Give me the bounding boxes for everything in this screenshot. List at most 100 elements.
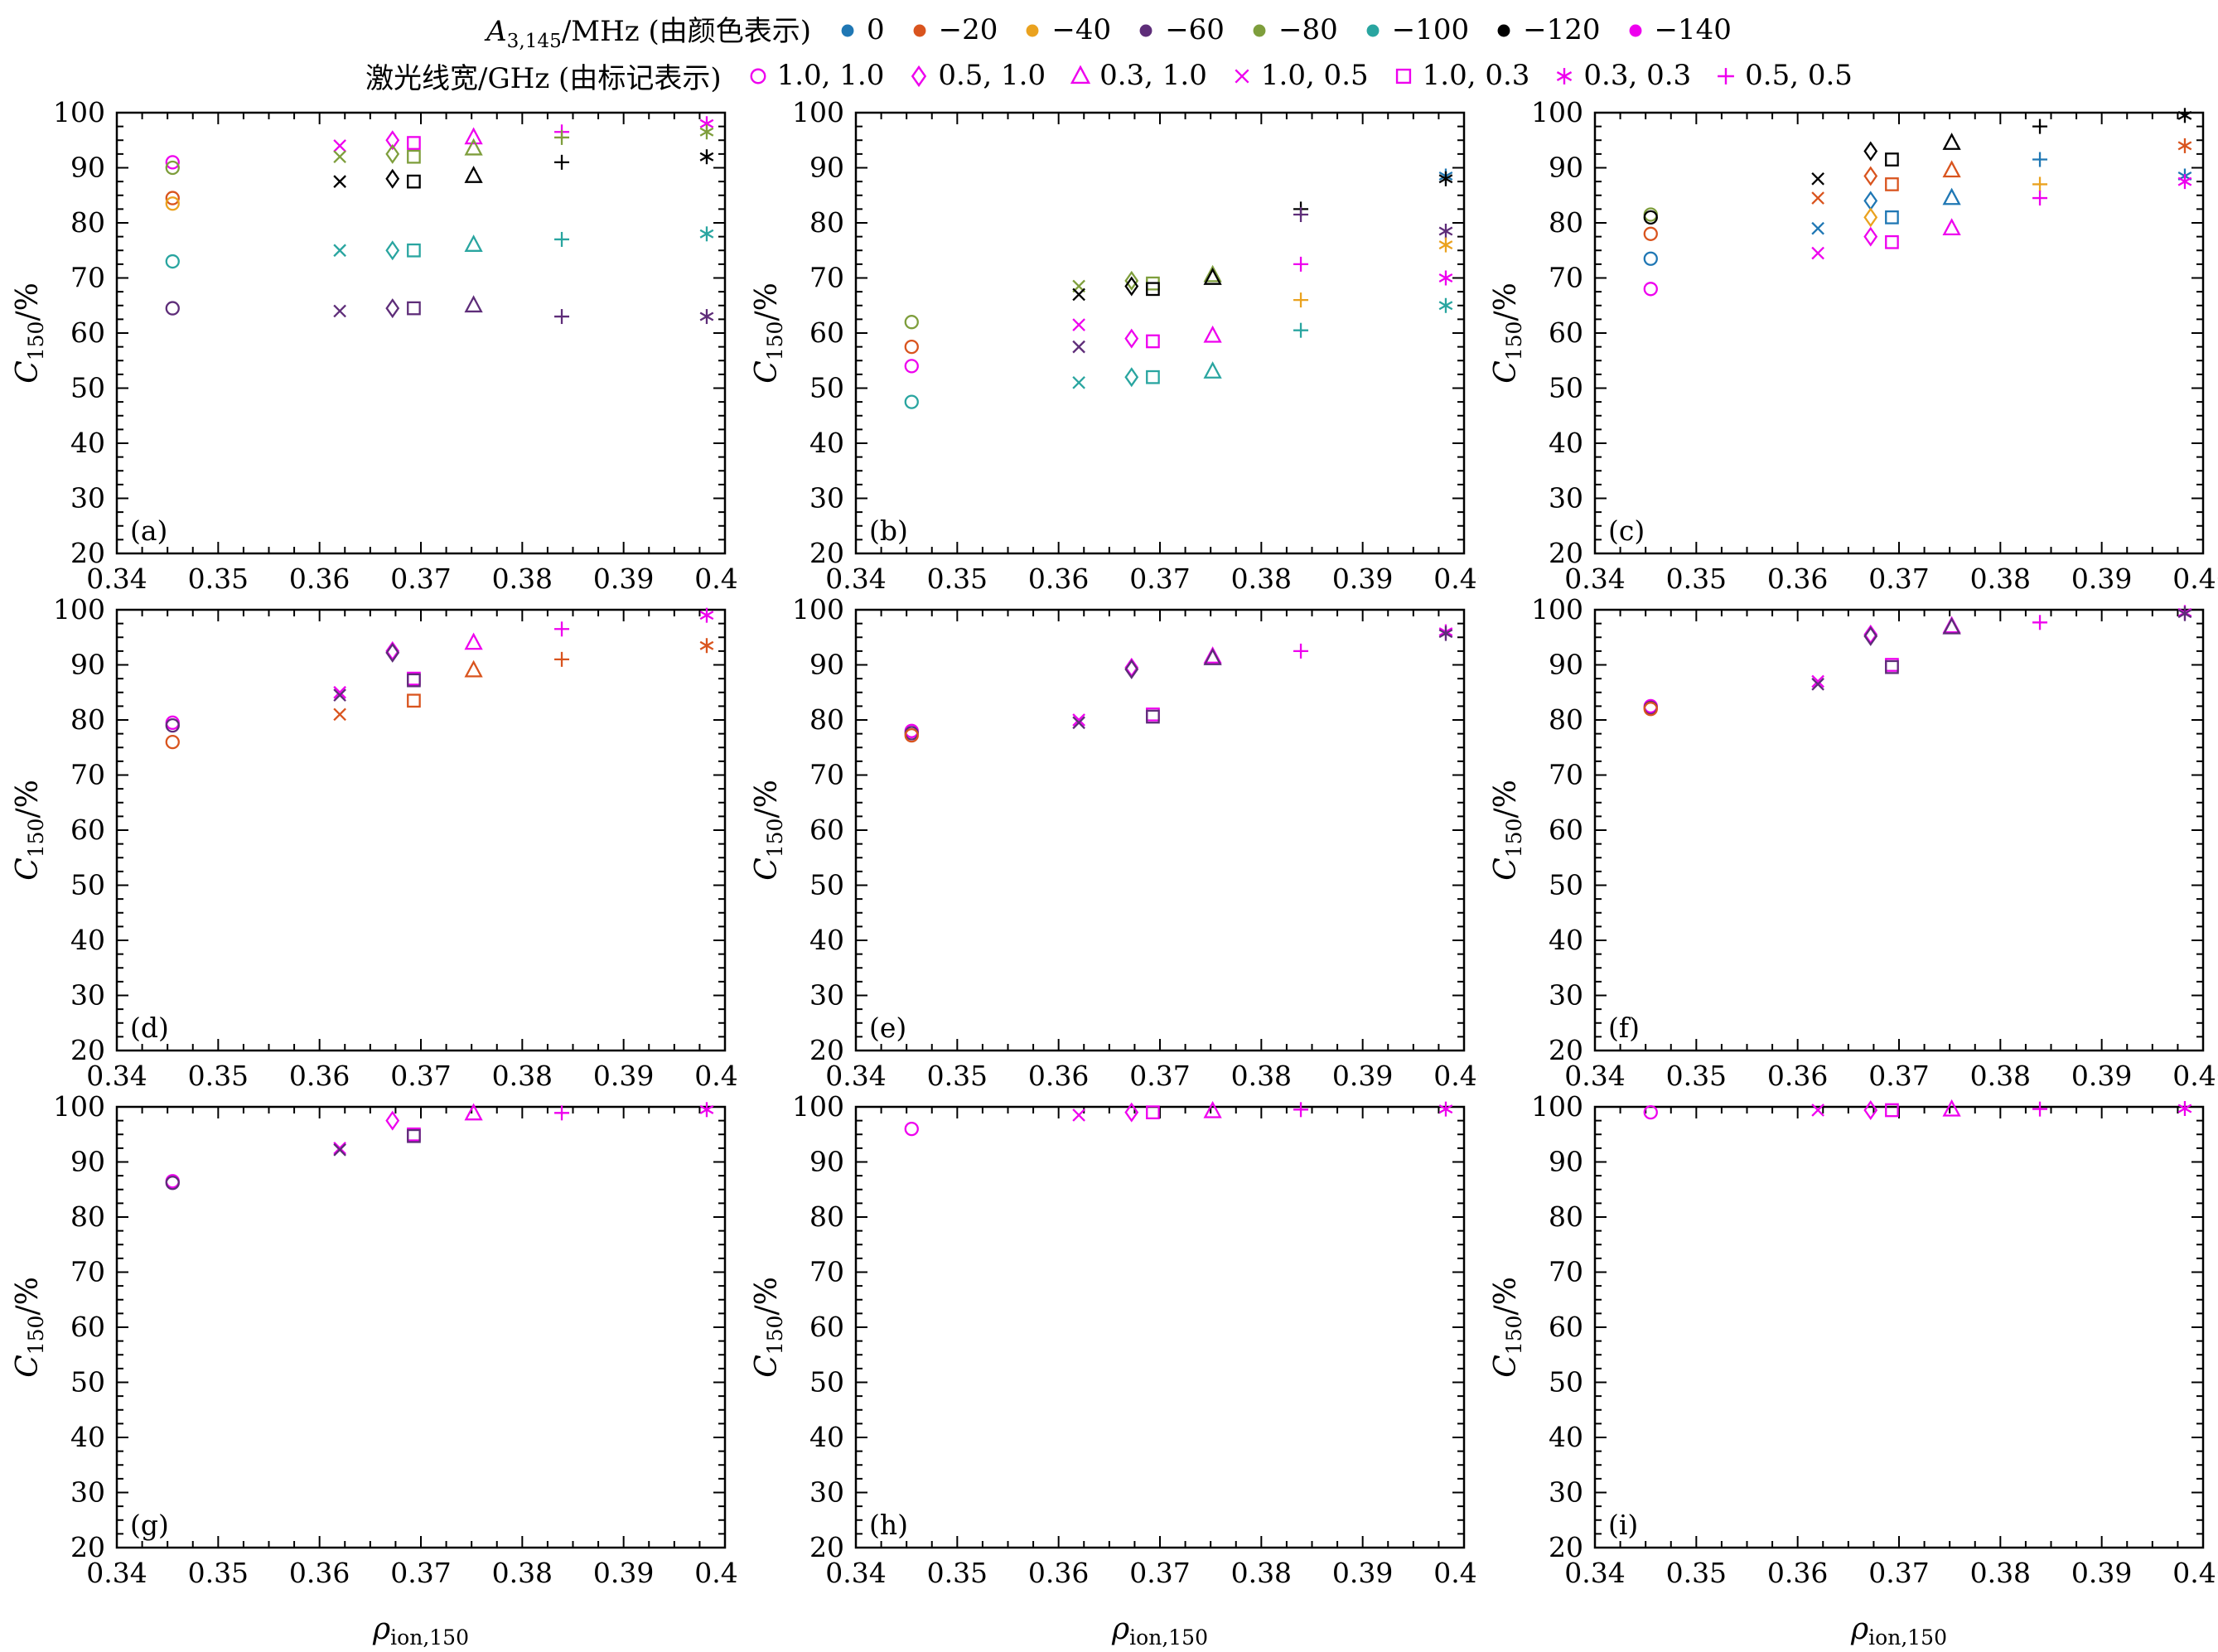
marker-circle bbox=[904, 394, 919, 409]
legend-marker-item: 0.5, 1.0 bbox=[907, 59, 1046, 92]
y-tick-label: 90 bbox=[70, 151, 105, 183]
marker-circle bbox=[165, 160, 180, 175]
marker-asterisk bbox=[699, 226, 713, 242]
y-tick-label: 90 bbox=[70, 648, 105, 680]
marker-triangle bbox=[463, 127, 483, 145]
x-tick-label: 0.35 bbox=[187, 1557, 248, 1589]
marker-asterisk bbox=[1438, 626, 1452, 641]
y-tick-label: 40 bbox=[70, 1421, 105, 1453]
x-tick-label: 0.40 bbox=[2172, 1557, 2218, 1589]
marker-triangle bbox=[1941, 1099, 1961, 1117]
marker-dot bbox=[1497, 24, 1510, 37]
y-tick-label: 60 bbox=[1549, 1311, 1583, 1343]
marker-x bbox=[1810, 171, 1824, 186]
plot-frame bbox=[115, 608, 726, 1052]
y-tick-label: 60 bbox=[1549, 814, 1583, 846]
marker-x bbox=[332, 138, 346, 152]
plot-frame bbox=[854, 608, 1465, 1052]
marker-diamond bbox=[1863, 141, 1877, 162]
y-tick-label: 50 bbox=[809, 371, 844, 403]
legend-marker-item: 0.5, 0.5 bbox=[1714, 59, 1853, 92]
marker-circle bbox=[165, 734, 180, 750]
x-tick-label: 0.40 bbox=[2172, 563, 2218, 595]
marker-square bbox=[406, 149, 421, 164]
panel-label: (f) bbox=[1608, 1012, 1640, 1044]
y-tick-label: 60 bbox=[70, 814, 105, 846]
legend-colors-label: A3,145/MHz (由颜色表示) bbox=[486, 15, 812, 52]
y-tick-label: 20 bbox=[1549, 1034, 1583, 1066]
marker-triangle bbox=[463, 659, 483, 678]
marker-plus bbox=[1293, 292, 1308, 307]
marker-asterisk bbox=[1438, 223, 1452, 239]
legend-row-colors: A3,145/MHz (由颜色表示) 0 −20 −40 −60 −80 −100 −120… bbox=[486, 8, 1732, 52]
y-tick-label: 30 bbox=[809, 1476, 844, 1508]
y-tick-label: 90 bbox=[809, 151, 844, 183]
marker-plus bbox=[553, 129, 569, 145]
panel-label: (c) bbox=[1608, 514, 1645, 547]
marker-asterisk bbox=[2177, 108, 2191, 123]
legend-color-item: −140 bbox=[1624, 13, 1732, 46]
plot-frame bbox=[854, 111, 1465, 555]
y-tick-label: 40 bbox=[1549, 427, 1583, 459]
y-tick-label: 70 bbox=[70, 758, 105, 790]
marker-x bbox=[1810, 677, 1824, 691]
y-tick-label: 80 bbox=[70, 206, 105, 239]
marker-x bbox=[1071, 375, 1085, 389]
marker-diamond bbox=[384, 130, 399, 151]
x-tick-label: 0.37 bbox=[1868, 563, 1929, 595]
x-tick-label: 0.36 bbox=[1766, 1060, 1827, 1092]
marker-diamond bbox=[384, 143, 399, 164]
x-tick-label: 0.40 bbox=[1433, 1060, 1479, 1092]
marker-plus bbox=[553, 154, 569, 170]
marker-asterisk bbox=[699, 638, 713, 654]
x-tick-label: 0.38 bbox=[491, 563, 552, 595]
marker-circle bbox=[1643, 226, 1658, 241]
y-tick-label: 100 bbox=[53, 101, 105, 128]
y-tick-label: 50 bbox=[809, 868, 844, 901]
x-tick-label: 0.40 bbox=[1433, 563, 1479, 595]
y-axis-label: C150/% bbox=[11, 1277, 48, 1378]
legend-marker-value: 0.5, 1.0 bbox=[938, 59, 1046, 93]
x-tick-label: 0.35 bbox=[1665, 1060, 1726, 1092]
y-tick-label: 30 bbox=[1549, 481, 1583, 514]
marker-x bbox=[332, 1141, 346, 1155]
marker-circle bbox=[165, 196, 180, 211]
x-tick-label: 0.38 bbox=[1969, 563, 2030, 595]
plot-frame bbox=[1593, 1105, 2204, 1549]
marker-circle bbox=[1643, 251, 1658, 266]
marker-x bbox=[332, 304, 346, 318]
y-tick-label: 90 bbox=[809, 1145, 844, 1177]
marker-x bbox=[1810, 674, 1824, 688]
legend-markers-label: 激光线宽/GHz (由标记表示) bbox=[365, 61, 722, 95]
x-tick-label: 0.39 bbox=[1331, 1060, 1392, 1092]
y-tick-label: 50 bbox=[1549, 868, 1583, 901]
marker-asterisk bbox=[1438, 297, 1452, 313]
marker-plus bbox=[553, 651, 569, 667]
y-tick-label: 50 bbox=[1549, 1365, 1583, 1398]
x-tick-label: 0.37 bbox=[390, 1557, 451, 1589]
marker-diamond bbox=[1123, 659, 1138, 679]
legend-marker-item: 0.3, 1.0 bbox=[1069, 59, 1207, 92]
x-tick-label: 0.34 bbox=[825, 1060, 886, 1092]
x-tick-label: 0.34 bbox=[86, 1060, 147, 1092]
marker-triangle bbox=[1202, 267, 1222, 285]
y-tick-label: 30 bbox=[70, 978, 105, 1011]
marker-asterisk bbox=[2177, 1100, 2191, 1116]
x-tick-label: 0.38 bbox=[1230, 563, 1291, 595]
panel-d: 0.34 0.35 0.36 0.37 0.38 0.39 0.40 20 30 40 50 60 70… bbox=[11, 598, 740, 1092]
marker-dot bbox=[1366, 24, 1380, 37]
x-tick-label: 0.37 bbox=[1129, 563, 1190, 595]
x-tick-label: 0.36 bbox=[1027, 1557, 1088, 1589]
marker-triangle bbox=[1941, 132, 1961, 150]
marker-dot bbox=[1139, 24, 1152, 37]
y-tick-label: 80 bbox=[1549, 1200, 1583, 1233]
marker-triangle bbox=[463, 295, 483, 312]
x-tick-label: 0.35 bbox=[926, 1060, 987, 1092]
marker-x bbox=[1810, 191, 1824, 205]
x-tick-label: 0.39 bbox=[2071, 1060, 2131, 1092]
marker-circle bbox=[1643, 1104, 1658, 1120]
marker-asterisk bbox=[1438, 171, 1452, 186]
marker-square bbox=[1884, 659, 1899, 674]
marker-plus bbox=[2032, 190, 2047, 205]
plot-frame bbox=[854, 1105, 1465, 1549]
